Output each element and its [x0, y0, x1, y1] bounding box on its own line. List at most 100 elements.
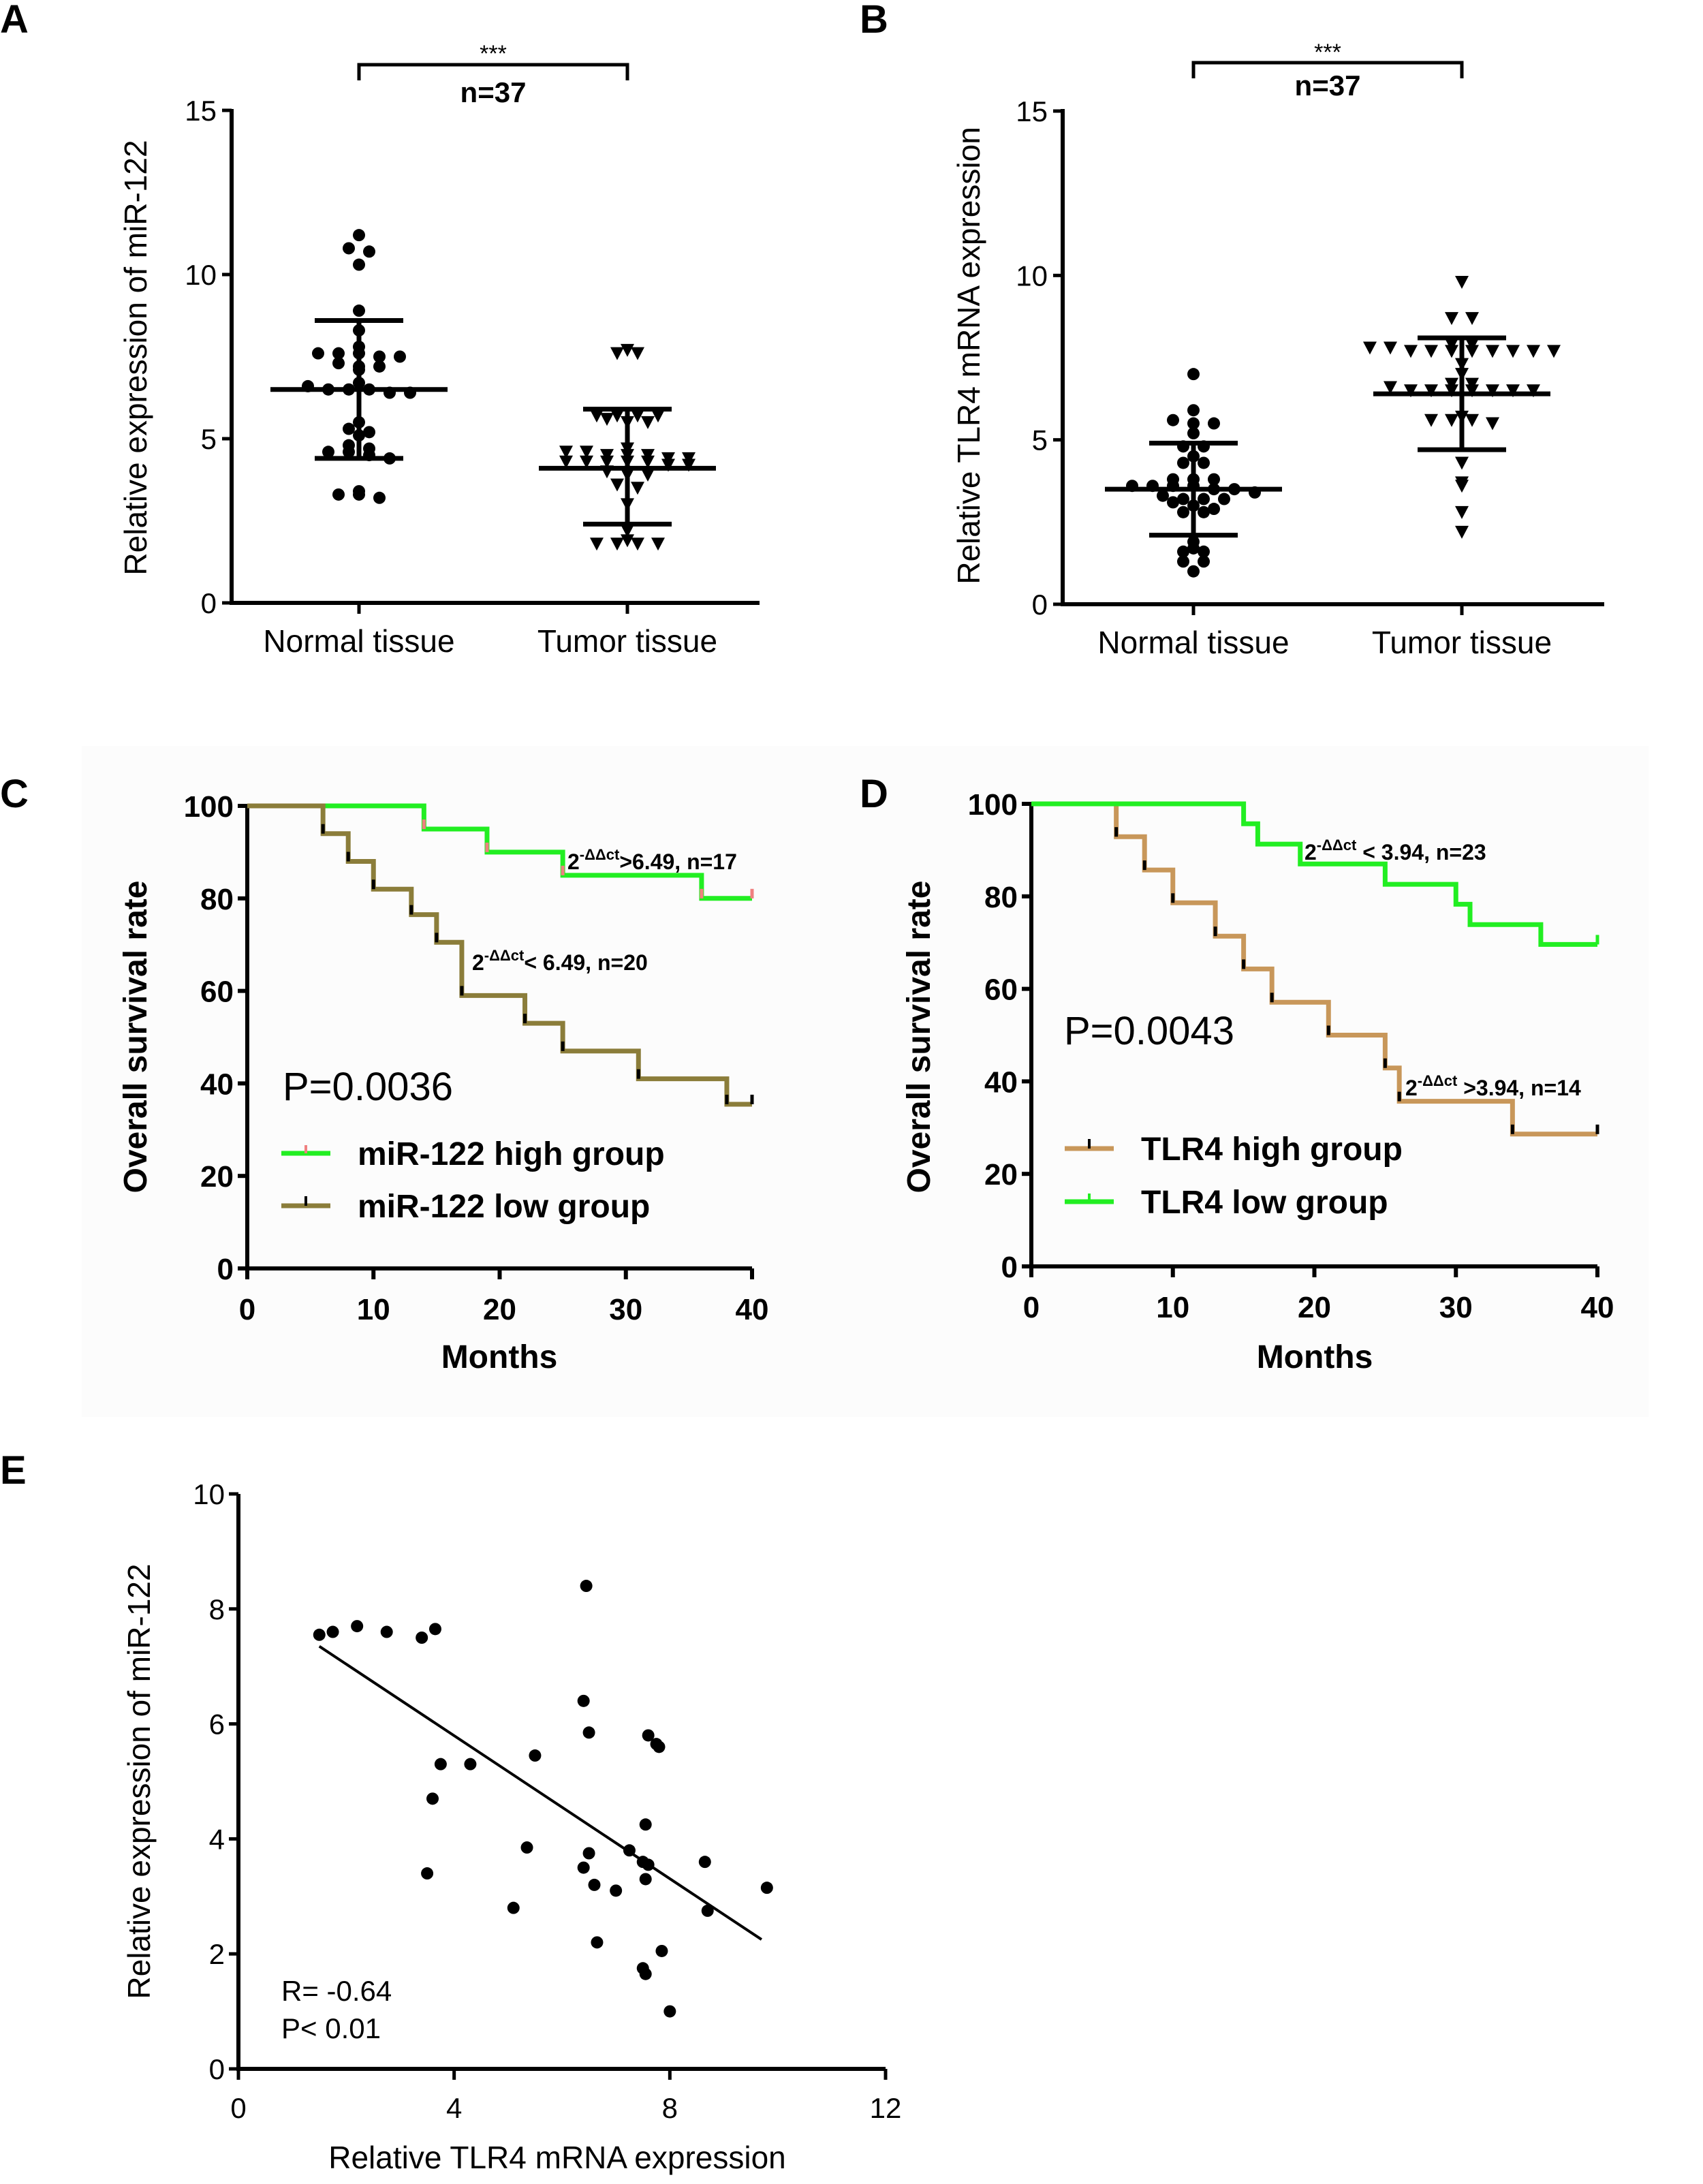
- data-point: [1465, 384, 1479, 398]
- data-point: [1198, 493, 1210, 505]
- y-tick-label: 0: [217, 1253, 234, 1286]
- data-point: [580, 446, 593, 459]
- survival-curve-b: [1031, 801, 1597, 947]
- y-tick-label: 10: [185, 259, 217, 291]
- data-point: [1527, 384, 1540, 398]
- legend-label-tlr4-low: TLR4 low group: [1141, 1185, 1388, 1221]
- data-point: [1547, 345, 1561, 358]
- data-point: [353, 258, 365, 271]
- data-point: [600, 449, 614, 463]
- data-point: [343, 422, 355, 435]
- y-tick-label: 100: [968, 788, 1018, 822]
- panel-d-annotation-high: 2-ΔΔct >3.94, n=14: [1405, 1072, 1581, 1100]
- data-point: [641, 455, 655, 469]
- data-point: [577, 1861, 590, 1874]
- data-point: [1384, 341, 1397, 355]
- survival-curve-b: [247, 803, 752, 1107]
- panel-c-chart: 0 20 40 60 80 100 0 10 20 30 40 Overall survival r…: [118, 790, 768, 1375]
- data-point: [580, 455, 593, 469]
- panel-d-p-value: P=0.0043: [1064, 1009, 1234, 1053]
- data-point: [639, 1873, 652, 1886]
- data-point: [343, 446, 355, 458]
- x-tick-label: 4: [446, 2092, 462, 2124]
- data-point: [1455, 505, 1469, 519]
- x-tick-label: Normal tissue: [1097, 625, 1289, 660]
- panel-label-d: D: [860, 772, 888, 816]
- panel-label-a: A: [0, 0, 29, 42]
- data-point: [600, 413, 614, 426]
- data-point: [1424, 414, 1438, 427]
- data-point: [313, 1628, 326, 1641]
- data-point: [1465, 312, 1479, 326]
- data-point: [655, 1944, 668, 1957]
- data-point: [653, 1741, 666, 1753]
- panel-e-r-value: R= -0.64: [281, 1975, 392, 2007]
- y-tick-label: 0: [1001, 1251, 1018, 1284]
- x-tick-label: Tumor tissue: [537, 623, 717, 659]
- data-point: [1167, 414, 1179, 426]
- data-point: [353, 305, 365, 317]
- panel-b-significance-stars: ***: [1314, 40, 1341, 65]
- y-tick-label: 0: [201, 587, 217, 619]
- panel-b-ylabel: Relative TLR4 mRNA expression: [951, 127, 986, 584]
- data-point: [580, 1580, 593, 1593]
- x-tick-label: 20: [483, 1293, 516, 1326]
- data-point: [416, 1632, 428, 1644]
- y-tick-label: 2: [209, 1938, 225, 1970]
- data-point: [631, 482, 644, 495]
- data-point: [621, 534, 634, 548]
- data-point: [661, 458, 675, 472]
- data-point: [1445, 384, 1458, 398]
- data-point: [641, 449, 655, 463]
- data-point: [1445, 414, 1458, 427]
- panel-c-p-value: P=0.0036: [283, 1065, 453, 1109]
- x-tick-label: 10: [357, 1293, 390, 1326]
- data-point: [343, 242, 355, 255]
- panel-d-legend: TLR4 high group TLR4 low group: [1065, 1132, 1403, 1221]
- panel-d-ylabel: Overall survival rate: [901, 881, 937, 1194]
- data-point: [582, 1847, 595, 1860]
- data-point: [1404, 345, 1418, 358]
- data-point: [582, 1726, 595, 1739]
- data-point: [1455, 275, 1469, 289]
- data-point: [588, 1878, 601, 1891]
- legend-label-mir122-low: miR-122 low group: [358, 1189, 650, 1225]
- y-tick-label: 40: [984, 1065, 1018, 1099]
- data-point: [559, 455, 573, 469]
- survival-curve-a: [247, 803, 752, 901]
- data-point: [639, 1818, 652, 1831]
- data-point: [651, 537, 665, 551]
- panel-e-xlabel: Relative TLR4 mRNA expression: [328, 2140, 786, 2175]
- data-point: [1424, 345, 1438, 358]
- panel-d-background: [865, 746, 1649, 1417]
- y-tick-label: 8: [209, 1593, 225, 1625]
- data-point: [373, 350, 386, 363]
- data-point: [631, 537, 644, 551]
- x-tick-label: 20: [1298, 1291, 1331, 1324]
- y-tick-label: 0: [209, 2053, 225, 2085]
- panel-c-xlabel: Months: [441, 1339, 558, 1375]
- y-tick-label: 20: [200, 1160, 234, 1194]
- data-point: [610, 409, 624, 423]
- x-tick-label: 0: [1023, 1291, 1040, 1324]
- y-tick-label: 20: [984, 1158, 1018, 1191]
- x-tick-label: 10: [1156, 1291, 1189, 1324]
- data-point: [1198, 555, 1210, 568]
- x-tick-label: Normal tissue: [263, 623, 454, 659]
- panel-a-significance-bracket: [357, 63, 629, 80]
- data-point: [760, 1882, 773, 1894]
- y-tick-label: 10: [1016, 260, 1048, 292]
- data-point: [464, 1758, 477, 1770]
- x-tick-label: Tumor tissue: [1372, 625, 1552, 660]
- x-tick-label: 40: [1581, 1291, 1614, 1324]
- data-point: [1177, 505, 1189, 518]
- data-point: [394, 350, 406, 363]
- data-point: [590, 409, 604, 423]
- data-point: [353, 229, 365, 242]
- panel-e-ylabel: Relative expression of miR-122: [121, 1563, 157, 1999]
- y-tick-label: 5: [201, 423, 217, 455]
- data-point: [663, 2005, 676, 2018]
- data-point: [1208, 503, 1220, 516]
- panel-label-b: B: [860, 0, 888, 42]
- data-point: [1363, 341, 1377, 355]
